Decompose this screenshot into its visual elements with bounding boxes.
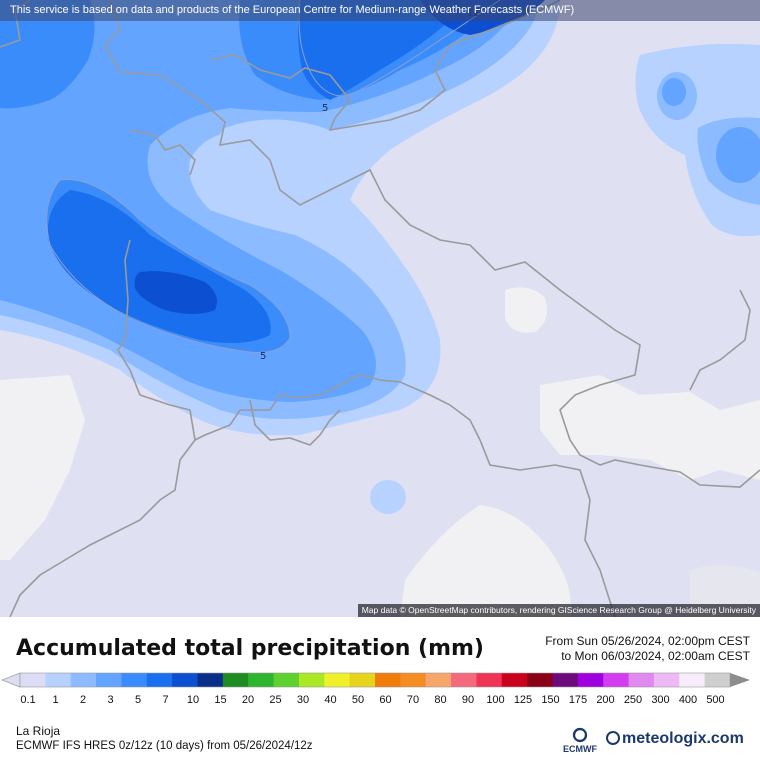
legend-swatch [45,673,72,687]
legend-swatch [273,673,300,687]
legend-label: 15 [214,694,226,706]
ecmwf-logo-icon [572,727,588,743]
legend-swatch [451,673,477,687]
legend-swatch [476,673,503,687]
legend-swatch [400,673,427,687]
legend-label: 7 [162,694,168,706]
brand-logo[interactable]: meteologix.com [606,730,744,748]
precip-3mm-east-spot [662,78,686,106]
legend-swatch [653,673,680,687]
legend-label: 50 [352,694,364,706]
legend-label: 3 [107,694,113,706]
legend-label: 150 [541,694,559,706]
ecmwf-logo-text: ECMWF [563,744,597,754]
period-to: to Mon 06/03/2024, 02:00am CEST [561,649,750,663]
legend-swatch [324,673,351,687]
legend-swatch [121,673,148,687]
dry-area-small [505,287,548,333]
precip-1mm-spot [370,480,406,514]
legend-label: 100 [486,694,504,706]
legend-swatch [70,673,97,687]
legend-label: 5 [135,694,141,706]
time-period: From Sun 05/26/2024, 02:00pm CEST to Mon… [545,634,750,664]
legend-label: 1 [52,694,58,706]
dry-area-west [0,375,85,560]
brand-name: meteologix.com [622,730,744,747]
legend-label: 250 [624,694,642,706]
legend-label: 40 [324,694,336,706]
contour-5mm-west [46,179,291,353]
contour-5mm-north [298,0,501,97]
legend-arrow-right [730,673,750,687]
legend-swatch [222,673,249,687]
legend-swatch [172,673,198,687]
location-name: La Rioja [16,724,61,738]
legend-label: 25 [269,694,281,706]
meteologix-icon [606,731,620,745]
precip-10mm-core [134,271,218,314]
contour-label-north: 5 [322,103,328,114]
precip-1mm-pocket [211,119,352,182]
legend-swatch [704,673,731,687]
model-info: ECMWF IFS HRES 0z/12z (10 days) from 05/… [16,740,313,752]
legend-scale: 0.1 1 2 3 5 7 10 15 20 25 30 40 50 60 70 80 90 100 125 150 1… [1,672,750,706]
legend-swatch [552,673,579,687]
legend-swatch [628,673,655,687]
legend-label: 80 [434,694,446,706]
legend-label: 90 [462,694,474,706]
legend-swatch [197,673,224,687]
color-legend: 0.1 1 2 3 5 7 10 15 20 25 30 40 50 60 70 80 90 100 125 150 1… [0,667,760,717]
legend-swatch [248,673,274,687]
legend-label: 70 [407,694,419,706]
contour-label-west: 5 [260,351,266,362]
legend-label: 125 [514,694,532,706]
legend-swatch [679,673,706,687]
legend-frame [19,672,731,688]
legend-label: 10 [187,694,199,706]
legend-swatch [603,673,629,687]
legend-swatch [577,673,604,687]
legend-label: 400 [679,694,697,706]
map-canvas: 5 5 12 [0,0,760,617]
legend-swatch [146,673,173,687]
dry-area-south [400,505,571,617]
map-attribution[interactable]: Map data © OpenStreetMap contributors, r… [357,604,760,617]
precipitation-map[interactable]: 5 5 12 This service is based on data and… [0,0,760,617]
legend-label: 200 [596,694,614,706]
legend-swatch [349,673,376,687]
legend-swatch [501,673,528,687]
legend-label: 2 [80,694,86,706]
legend-swatch [20,673,46,687]
legend-label: 175 [569,694,587,706]
legend-label: 20 [242,694,254,706]
legend-label: 300 [651,694,669,706]
period-from: From Sun 05/26/2024, 02:00pm CEST [545,634,750,648]
legend-label: 0.1 [20,694,35,706]
legend-label: 30 [297,694,309,706]
dry-area-east [540,375,760,480]
legend-swatch [527,673,553,687]
legend-label: 60 [379,694,391,706]
legend-swatch [425,673,452,687]
ecmwf-notice: This service is based on data and produc… [0,0,760,21]
legend-swatch [375,673,401,687]
legend-label: 500 [706,694,724,706]
region-borders [0,0,760,617]
legend-swatch [298,673,325,687]
legend-swatch [96,673,122,687]
precip-7mm-north [297,0,470,100]
ecmwf-logo: ECMWF [560,725,600,757]
precip-3mm-east [716,127,760,183]
chart-title: Accumulated total precipitation (mm) [16,636,484,661]
precip-5mm-nw [0,0,95,109]
legend-arrow-left [1,672,21,688]
